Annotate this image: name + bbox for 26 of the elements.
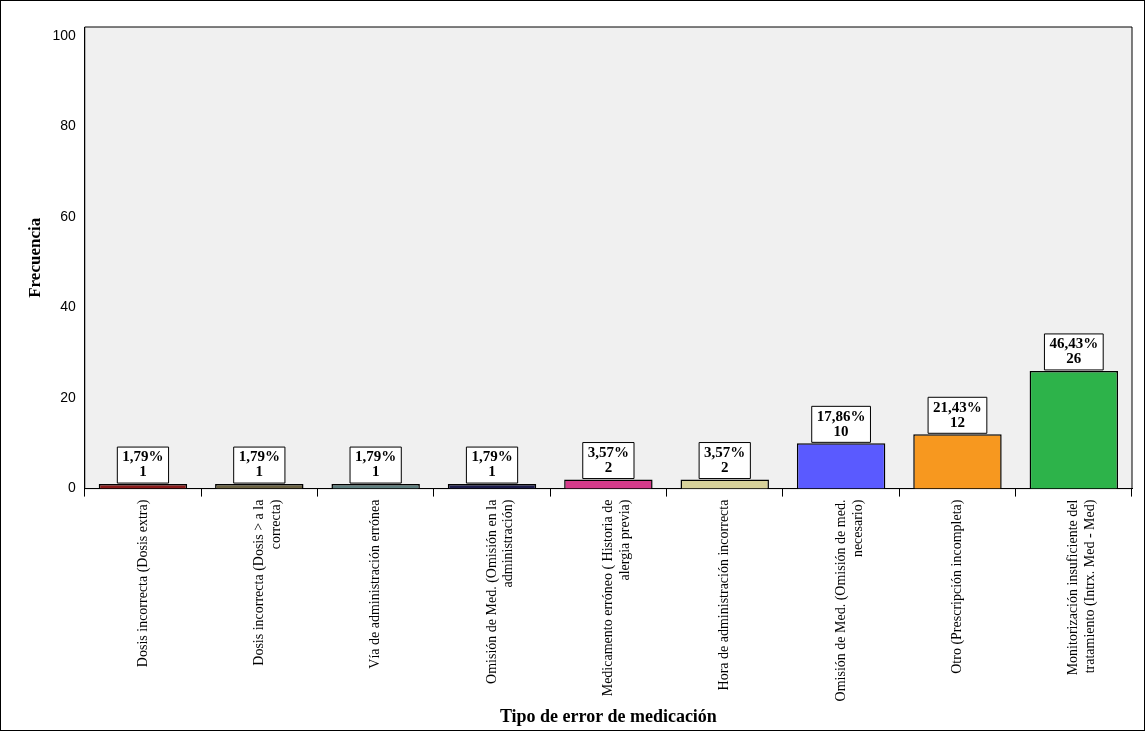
x-tick-label: Hora de administración incorrecta	[716, 498, 732, 691]
data-label: 3,57% 2	[704, 443, 746, 475]
data-label: 46,43% 26	[1049, 335, 1099, 367]
data-label: 17,86% 10	[816, 407, 866, 439]
data-label: 3,57% 2	[587, 443, 629, 475]
x-tick-label: Otro (Prescripción incompleta)	[949, 499, 966, 674]
y-tick-label: 0	[67, 479, 76, 496]
data-label: 21,43% 12	[933, 398, 982, 430]
x-tick-label: Dosis incorrecta (Dosis extra)	[134, 499, 151, 668]
y-tick-label: 80	[60, 117, 76, 134]
data-label: 1,79% 1	[471, 448, 513, 480]
y-tick-label: 100	[52, 26, 76, 43]
data-label: 1,79% 1	[238, 448, 280, 480]
x-tick-label: Omisión de Med. (Omisión de med. necesario)	[832, 499, 866, 702]
x-tick-label: Monitorización insuficiente del tratamiento (Intrx. Med - Med)	[1065, 499, 1099, 676]
data-label: 1,79% 1	[122, 448, 164, 480]
x-axis-title: Tipo de error de medicación	[499, 705, 717, 726]
x-tick-label: Omisión de Med. (Omisión en la administración)	[483, 498, 517, 684]
y-tick-label: 20	[60, 388, 76, 405]
x-tick-label: Medicamento erróneo ( Historia de alergia previa)	[600, 499, 633, 697]
x-tick-label: Dosis incorrecta (Dosis > a la correcta)	[250, 498, 284, 666]
y-tick-label: 60	[60, 207, 76, 224]
y-tick-label: 40	[60, 298, 76, 315]
x-tick-label: Vía de administración errónea	[367, 498, 383, 669]
y-axis-title: Frecuencia	[24, 217, 44, 298]
data-label: 1,79% 1	[355, 448, 397, 480]
